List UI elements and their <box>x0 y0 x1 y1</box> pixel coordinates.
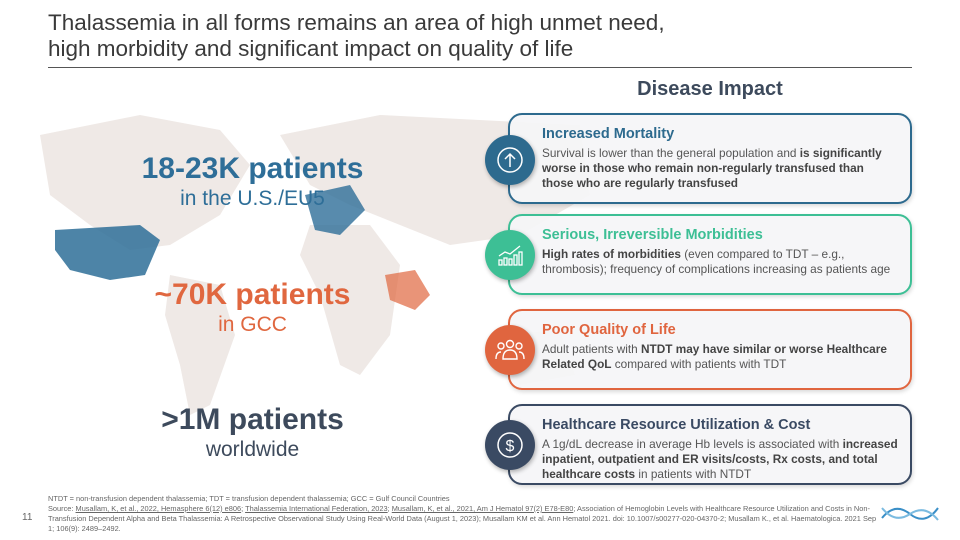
card-text: A 1g/dL decrease in average Hb levels is… <box>542 437 898 482</box>
card-text-bold: NTDT may have similar or worse Healthcar… <box>542 342 887 371</box>
card-text-bold: is significantly worse in those who rema… <box>542 146 882 190</box>
card-text: High rates of morbidities (even compared… <box>542 247 898 277</box>
card-text-segment: compared with patients with TDT <box>611 357 787 371</box>
stat-value: 18-23K patients <box>141 152 364 185</box>
card-healthcare-cost: $ Healthcare Resource Utilization & Cost… <box>485 404 912 485</box>
card-morbidities: Serious, Irreversible Morbidities High r… <box>485 214 912 295</box>
bar-chart-trend-icon <box>485 230 535 280</box>
card-text-segment: Survival is lower than the general popul… <box>542 146 800 160</box>
card-text-segment: in patients with NTDT <box>635 467 752 481</box>
card-text-bold: High rates of morbidities <box>542 247 681 261</box>
disease-impact-heading: Disease Impact <box>637 78 783 100</box>
source-link[interactable]: Musallam, K, et al., 2021, Am J Hematol … <box>391 504 574 513</box>
card-text: Survival is lower than the general popul… <box>542 146 898 191</box>
footnotes: NTDT = non-transfusion dependent thalass… <box>48 494 878 534</box>
stat-value: >1M patients <box>161 403 344 436</box>
stat-label: in the U.S./EU5 <box>180 187 325 210</box>
card-title: Increased Mortality <box>542 126 675 142</box>
sources: Source: Musallam, K, et al., 2022, Hemas… <box>48 504 877 533</box>
people-group-icon <box>485 325 535 375</box>
abbreviations: NTDT = non-transfusion dependent thalass… <box>48 494 450 503</box>
svg-text:$: $ <box>506 438 515 455</box>
card-increased-mortality: Increased Mortality Survival is lower th… <box>485 113 912 204</box>
stat-worldwide: >1M patients worldwide <box>100 403 405 463</box>
card-text-bold: increased inpatient, outpatient and ER v… <box>542 437 898 481</box>
eu-region <box>305 185 365 235</box>
card-text-segment: (even compared to TDT – e.g., thrombosis… <box>542 247 891 276</box>
slide-title: Thalassemia in all forms remains an area… <box>48 10 665 62</box>
gcc-region <box>385 270 430 310</box>
stat-gcc: ~70K patients in GCC <box>100 278 405 338</box>
source-link[interactable]: Musallam, K, et al., 2022, Hemasphere 6(… <box>75 504 242 513</box>
company-logo <box>881 507 939 521</box>
arrow-up-circle-icon <box>485 135 535 185</box>
stat-value: ~70K patients <box>154 278 351 311</box>
card-text: Adult patients with NTDT may have simila… <box>542 342 898 372</box>
page-number: 11 <box>22 512 33 523</box>
title-line-1: Thalassemia in all forms remains an area… <box>48 10 665 35</box>
card-title: Healthcare Resource Utilization & Cost <box>542 417 811 433</box>
card-title: Poor Quality of Life <box>542 322 676 338</box>
source-rest: ; Association of Hemoglobin Levels with … <box>48 504 877 533</box>
card-text-segment: A 1g/dL decrease in average Hb levels is… <box>542 437 843 451</box>
source-link[interactable]: Thalassemia International Federation, 20… <box>245 504 388 513</box>
card-quality-of-life: Poor Quality of Life Adult patients with… <box>485 309 912 390</box>
us-region <box>55 225 160 280</box>
stat-label: worldwide <box>205 438 300 461</box>
title-divider <box>48 67 912 68</box>
dollar-circle-icon: $ <box>485 420 535 470</box>
source-prefix: Source: <box>48 504 76 513</box>
title-line-2: high morbidity and significant impact on… <box>48 36 574 61</box>
card-text-segment: Adult patients with <box>542 342 642 356</box>
stat-label: in GCC <box>218 313 287 336</box>
stat-us-eu5: 18-23K patients in the U.S./EU5 <box>100 152 405 212</box>
card-title: Serious, Irreversible Morbidities <box>542 227 763 243</box>
